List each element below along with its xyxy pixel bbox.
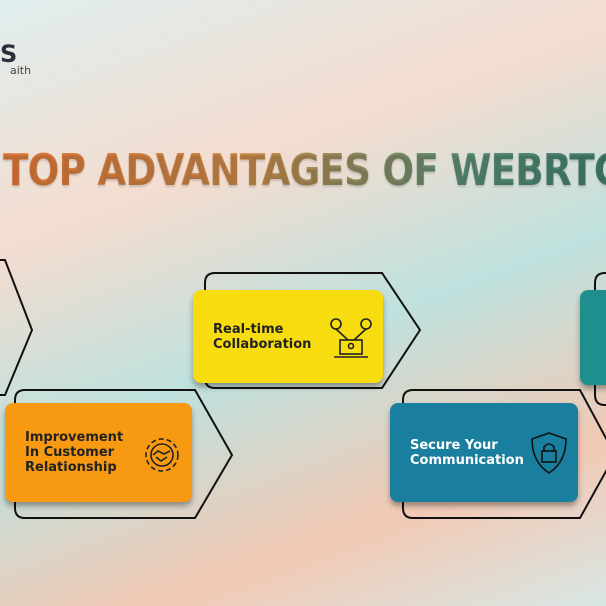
logo-tagline: aith	[10, 64, 32, 77]
shield-lock-icon	[531, 432, 567, 474]
card	[580, 290, 606, 385]
card-text: Collaboration	[213, 336, 312, 352]
logo-mark: S	[0, 40, 18, 68]
card-text: Communication	[410, 452, 524, 468]
collaboration-icon	[330, 318, 372, 358]
title: TOP ADVANTAGES OF WEBRTC	[3, 145, 606, 196]
card: Real-time Collaboration	[193, 290, 383, 383]
card-text: Real-time	[213, 321, 284, 337]
card-text: Improvement	[25, 430, 124, 445]
card: Secure Your Communication	[390, 403, 578, 502]
card-text: Relationship	[25, 460, 117, 475]
handshake-icon	[145, 438, 179, 472]
card-text: Secure Your	[410, 437, 498, 453]
card-text: In Customer	[25, 445, 115, 460]
